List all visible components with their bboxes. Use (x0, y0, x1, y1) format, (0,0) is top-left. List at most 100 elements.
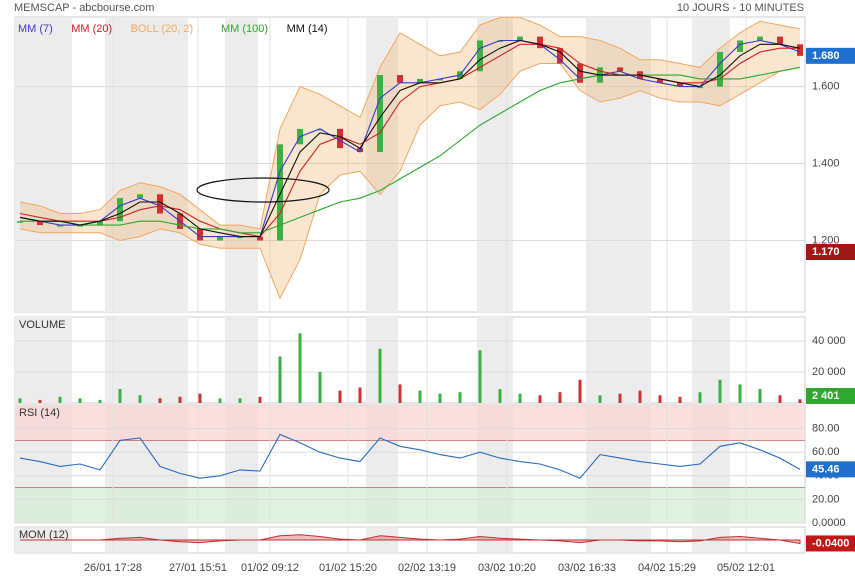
volume-bar (318, 372, 322, 403)
volume-bar (758, 389, 762, 403)
x-tick-label: 03/02 10:20 (478, 562, 536, 574)
volume-bar (778, 395, 782, 403)
volume-bar (278, 356, 282, 403)
volume-bar (118, 389, 122, 403)
volume-bar (138, 395, 142, 403)
y-tick-label: 20.00 (812, 493, 840, 505)
volume-bar (398, 384, 402, 403)
annotation-ellipse (196, 177, 330, 203)
volume-bar (58, 396, 62, 403)
x-tick-label: 02/02 13:19 (398, 562, 456, 574)
candle (797, 44, 803, 56)
candle (157, 194, 163, 214)
x-tick-label: 27/01 15:51 (169, 562, 227, 574)
legend-entry: BOLL (20, 2) (131, 23, 194, 35)
session-shade (587, 317, 651, 403)
moving-average (19, 39, 801, 238)
session-shade (366, 317, 398, 403)
x-tick-label: 26/01 17:28 (84, 562, 142, 574)
volume-bar (18, 398, 22, 403)
candle (77, 225, 83, 227)
candle (97, 221, 103, 226)
candle (137, 194, 143, 199)
volume-bar (518, 393, 522, 403)
moving-average (20, 66, 801, 234)
volume-bar (238, 398, 242, 403)
volume-bar (598, 395, 602, 403)
candle (697, 86, 703, 89)
volume-bar (98, 399, 102, 403)
boll-lower (19, 63, 801, 300)
panel-title: MOM (12) (19, 529, 69, 541)
volume-bar (418, 390, 422, 403)
value-marker-label: 1.680 (812, 50, 840, 62)
x-tick-label: 05/02 12:01 (717, 562, 775, 574)
volume-bar (458, 392, 462, 403)
value-marker-label: 2 401 (812, 390, 840, 402)
volume-bar (718, 379, 722, 403)
y-tick-label: 80.00 (812, 423, 840, 435)
candle (777, 36, 783, 45)
volume-bar (798, 399, 802, 403)
y-tick-label: 20 000 (812, 366, 846, 378)
volume-bar (698, 392, 702, 403)
candle (477, 40, 483, 72)
candle (517, 36, 523, 41)
candle (37, 221, 43, 226)
candle (317, 128, 323, 131)
session-shade (692, 17, 730, 312)
legend-entry: MM (7) (18, 23, 53, 35)
volume-bar (438, 393, 442, 403)
session-shade (692, 317, 730, 403)
candle (537, 36, 543, 49)
candle (757, 36, 763, 41)
volume-bar (498, 389, 502, 403)
candle (357, 148, 363, 152)
candle (657, 78, 663, 83)
volume-bar (358, 387, 362, 403)
value-marker (806, 244, 855, 260)
candle (117, 198, 123, 222)
x-tick-label: 03/02 16:33 (558, 562, 616, 574)
candle (397, 75, 403, 83)
candle (57, 225, 63, 227)
value-marker (806, 388, 855, 404)
panel-title: RSI (14) (19, 407, 60, 419)
candle (677, 82, 683, 87)
volume-bar (158, 398, 162, 403)
volume-bar (538, 395, 542, 403)
volume-bar (78, 398, 82, 403)
session-shade (477, 317, 513, 403)
volume-bar (378, 348, 382, 403)
legend-entry: MM (100) (221, 23, 268, 35)
candle (717, 52, 723, 87)
session-shade (15, 17, 72, 312)
candle (737, 40, 743, 52)
volume-bar (558, 392, 562, 403)
legend-entry: MM (14) (287, 23, 328, 35)
legend-entry: MM (20) (71, 23, 112, 35)
session-shade (105, 17, 188, 312)
session-shade (225, 317, 258, 403)
session-shade (225, 17, 258, 312)
volume-bar (218, 398, 222, 403)
y-tick-label: 1.600 (812, 81, 840, 93)
value-marker-label: 45.46 (812, 463, 840, 475)
site-title: MEMSCAP - abcbourse.com (14, 2, 154, 14)
y-tick-label: 40 000 (812, 335, 846, 347)
x-tick-label: 01/02 15:20 (319, 562, 377, 574)
volume-bar (178, 396, 182, 403)
session-shade (366, 17, 398, 312)
candle (237, 236, 243, 239)
zone (15, 405, 805, 441)
value-marker-label: -0.0400 (812, 537, 849, 549)
y-tick-label: 60.00 (812, 446, 840, 458)
volume-bar (338, 390, 342, 403)
y-tick-label: 1.200 (812, 234, 840, 246)
volume-bar (478, 350, 482, 403)
panel-title: VOLUME (19, 319, 65, 331)
value-marker (806, 535, 855, 552)
volume-bar (298, 333, 302, 403)
candle (17, 221, 23, 223)
